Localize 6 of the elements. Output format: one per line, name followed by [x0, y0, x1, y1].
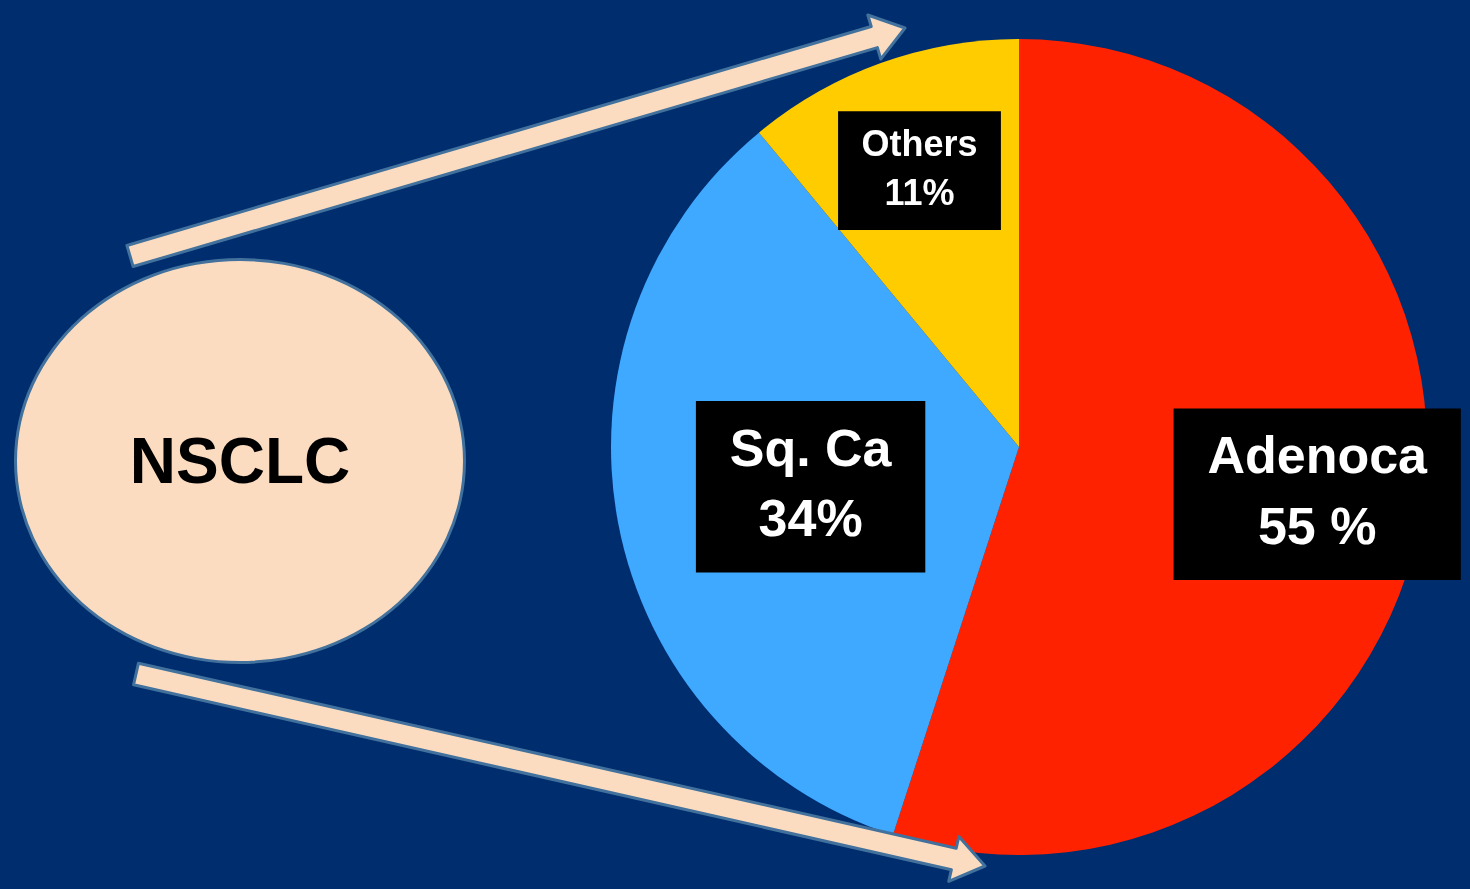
data-label: 34%	[758, 489, 863, 548]
slice-label: Sq. Ca	[729, 418, 893, 477]
data-label: 55 %	[1257, 496, 1377, 555]
data-label: 11%	[884, 172, 955, 214]
slice-label: Adenoca	[1207, 426, 1429, 485]
slice-label: Others	[861, 123, 978, 165]
